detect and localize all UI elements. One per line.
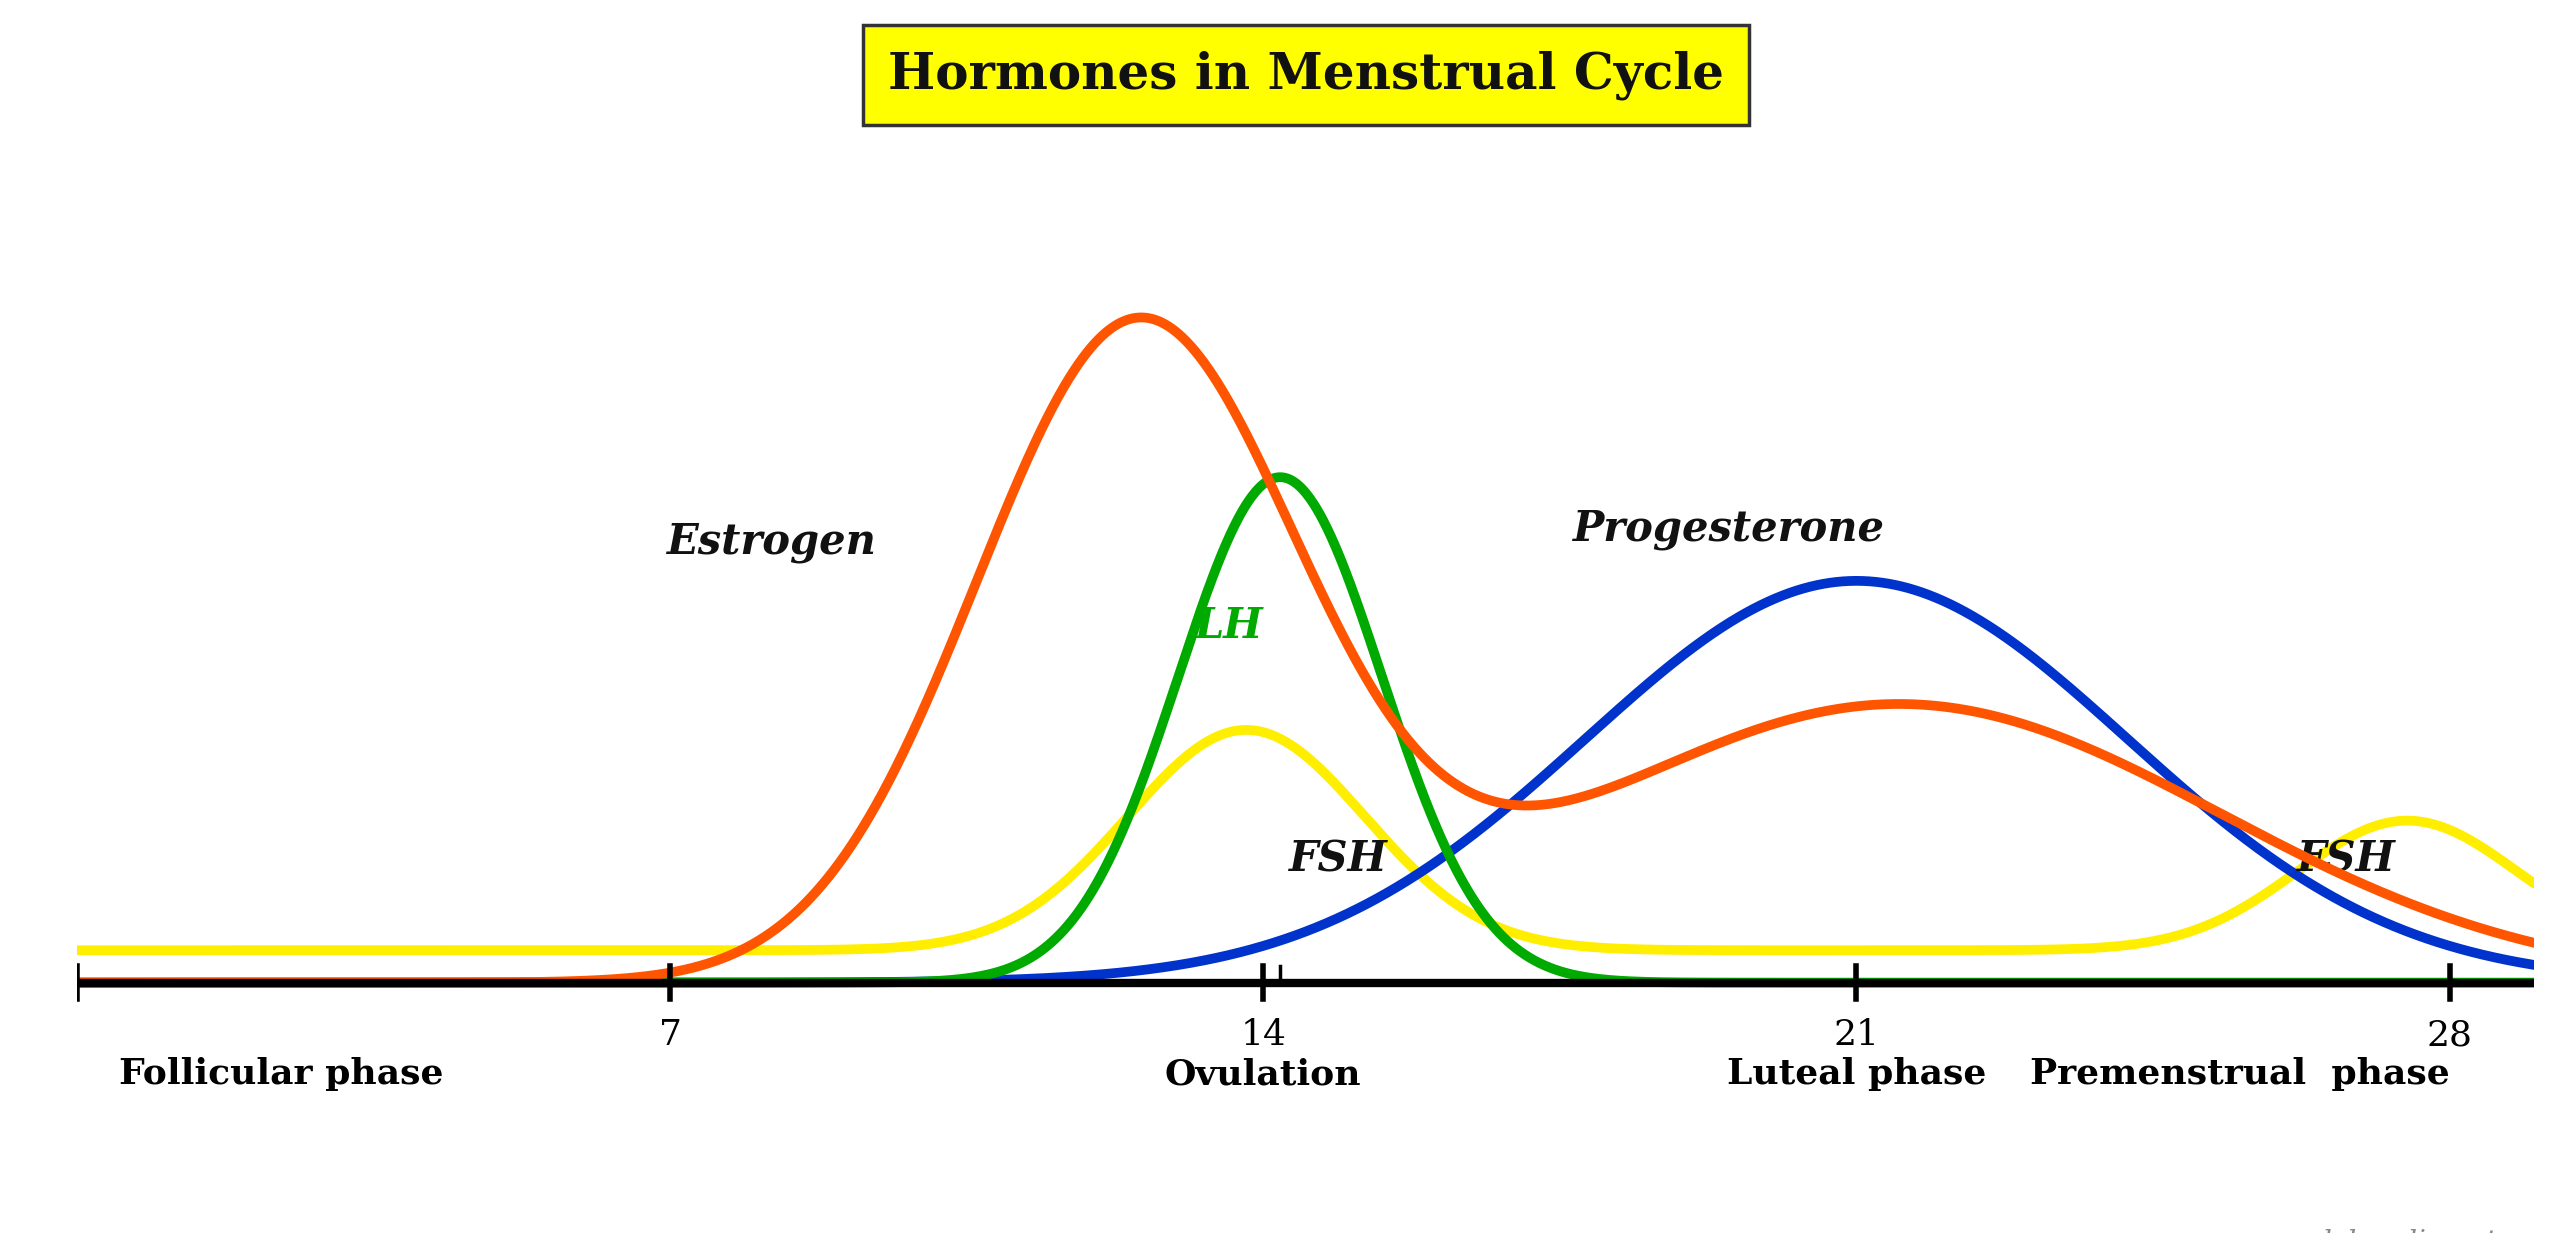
- Text: Progesterone: Progesterone: [1574, 508, 1884, 550]
- Text: Premenstrual  phase: Premenstrual phase: [2030, 1057, 2450, 1091]
- Text: FSH: FSH: [1288, 838, 1388, 880]
- Text: Luteal phase: Luteal phase: [1728, 1057, 1987, 1091]
- Text: Follicular phase: Follicular phase: [120, 1057, 443, 1091]
- Text: Estrogen: Estrogen: [666, 522, 876, 563]
- Text: 14: 14: [1239, 1018, 1285, 1052]
- Text: 7: 7: [658, 1018, 681, 1052]
- Text: labpedia.net: labpedia.net: [2322, 1229, 2499, 1233]
- Text: 21: 21: [1833, 1018, 1879, 1052]
- Text: FSH: FSH: [2296, 838, 2396, 880]
- Text: LH: LH: [1196, 605, 1265, 647]
- Text: Hormones in Menstrual Cycle: Hormones in Menstrual Cycle: [888, 51, 1723, 100]
- Text: 28: 28: [2427, 1018, 2473, 1052]
- Text: Ovulation: Ovulation: [1165, 1057, 1362, 1091]
